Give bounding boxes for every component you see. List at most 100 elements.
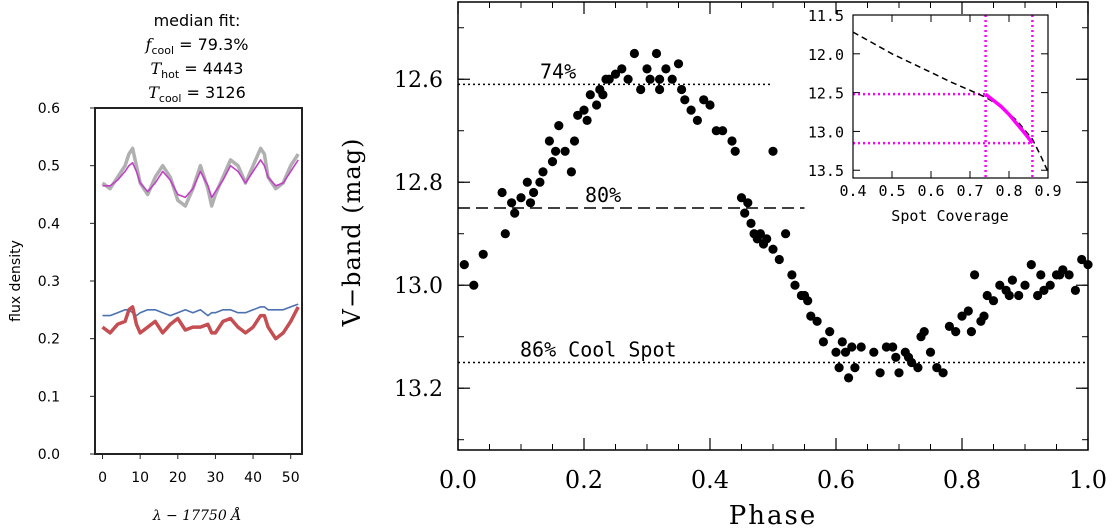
fcool-subscript: cool: [151, 44, 174, 57]
data-point: [547, 157, 558, 167]
data-point: [803, 296, 813, 306]
data-point: [667, 74, 677, 84]
left-y-tick-label: 0.6: [38, 101, 60, 117]
inset-model-curve: [852, 31, 1049, 173]
data-point: [718, 126, 728, 136]
main-x-tick-label: 1.0: [1069, 466, 1107, 494]
left-x-axis-label: λ − 17750 Å: [152, 506, 242, 524]
data-point: [1020, 280, 1030, 290]
data-point: [818, 337, 829, 347]
fcool-value: = 79.3%: [174, 35, 248, 54]
main-x-tick-label: 0.0: [439, 466, 477, 494]
left-panel: median fit: fcool = 79.3% Thot = 4443 Tc…: [8, 11, 303, 524]
left-series-line-1: [102, 159, 299, 199]
left-plot-frame: [94, 107, 303, 455]
data-point: [790, 280, 800, 290]
data-point: [497, 187, 507, 198]
data-point: [1014, 290, 1024, 301]
left-plot-area: 0.0 0.1 0.2 0.3 0.4 0.5 0.6 0 10 20 30 40 50: [38, 101, 300, 486]
data-point: [579, 105, 589, 115]
main-x-tick-label: 0.4: [691, 466, 729, 494]
data-point: [847, 342, 857, 352]
data-point: [560, 146, 570, 156]
data-point: [585, 90, 595, 100]
left-title-tcool: Tcool = 3126: [148, 83, 246, 105]
data-point: [661, 64, 671, 74]
data-point: [919, 327, 929, 337]
data-point: [529, 187, 539, 198]
data-point: [510, 208, 520, 218]
data-point: [535, 177, 545, 187]
inset-x-tick-label: 0.8: [995, 182, 1022, 200]
data-point: [699, 95, 709, 105]
data-point: [762, 234, 772, 244]
left-y-tick-label: 0.0: [38, 447, 60, 463]
left-y-tick-label: 0.4: [38, 216, 60, 232]
data-point: [768, 146, 778, 156]
data-point: [740, 208, 750, 218]
data-point: [544, 136, 555, 146]
data-point: [705, 100, 715, 110]
data-point: [582, 115, 592, 125]
data-point: [636, 84, 646, 95]
data-point: [569, 136, 580, 146]
inset-x-tick-label: 0.9: [1034, 182, 1061, 200]
data-point: [680, 95, 690, 105]
data-point: [677, 84, 687, 95]
left-y-axis-label: flux density: [8, 240, 24, 322]
data-point: [1077, 254, 1087, 265]
inset-x-tick-label: 0.6: [917, 182, 944, 200]
data-point: [551, 146, 561, 156]
data-point: [598, 90, 608, 100]
data-point: [1055, 270, 1065, 280]
left-title-thot: Thot = 4443: [151, 59, 244, 81]
data-point: [538, 167, 548, 177]
inset-y-tick-label: 12.0: [808, 46, 844, 64]
main-y-tick-label: 12.8: [394, 171, 443, 196]
inset: 11.5 12.0 12.5 13.0 13.5 0.4 0.5 0.6 0.7 0.8 0.9 S…: [808, 7, 1062, 225]
data-point: [629, 48, 640, 59]
inset-plot-area: 11.5 12.0 12.5 13.0 13.5 0.4 0.5 0.6 0.7 0.8 0.9: [808, 7, 1062, 200]
left-series-line-3: [101, 305, 300, 341]
data-point: [982, 290, 992, 301]
data-point: [1070, 285, 1080, 295]
data-point: [825, 327, 835, 337]
data-point: [459, 260, 469, 270]
data-point: [525, 198, 536, 208]
data-point: [651, 48, 662, 59]
data-point: [913, 363, 923, 373]
data-point: [642, 64, 652, 74]
data-point: [1064, 270, 1074, 280]
data-point: [891, 352, 901, 362]
data-point: [875, 368, 885, 378]
left-x-tick-label: 10: [131, 470, 149, 486]
data-point: [856, 342, 866, 352]
data-point: [516, 193, 526, 203]
data-point: [1045, 280, 1055, 290]
inset-y-tick-label: 13.0: [808, 123, 844, 141]
data-point: [573, 110, 583, 120]
tcool-subscript: cool: [159, 92, 182, 105]
main-y-tick-label: 13.0: [394, 274, 443, 299]
data-point: [806, 311, 816, 321]
data-point: [500, 229, 510, 239]
inset-highlight-curve: [984, 92, 1034, 145]
reference-line-label-1: 80%: [585, 183, 621, 207]
data-point: [970, 270, 980, 280]
left-x-tick-label: 20: [169, 470, 187, 486]
left-series-line-0: [101, 146, 300, 208]
data-point: [988, 296, 999, 306]
data-point: [645, 74, 655, 84]
left-y-tick-label: 0.5: [38, 159, 60, 175]
data-point: [812, 316, 822, 326]
data-point: [938, 368, 948, 378]
data-point: [869, 347, 879, 357]
data-point: [907, 357, 917, 368]
data-point: [844, 373, 854, 383]
main-plot-area: 12.6 12.8 13.0 13.2 0.0 0.2 0.4 0.6 0.8 1.0 74% 80%…: [394, 2, 1107, 494]
data-point: [1004, 290, 1014, 301]
data-point: [673, 59, 684, 69]
data-point: [979, 311, 989, 321]
data-point: [1036, 270, 1046, 280]
data-point: [755, 229, 766, 239]
